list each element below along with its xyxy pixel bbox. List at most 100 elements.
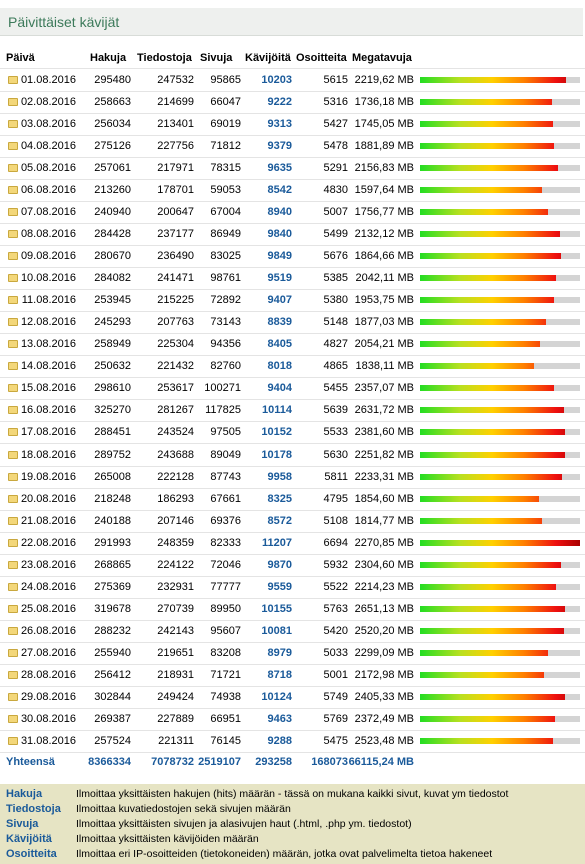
bar-track <box>420 143 580 150</box>
bar-gradient <box>420 495 539 502</box>
separator <box>0 135 585 137</box>
cell: 03.08.2016 <box>20 118 76 131</box>
folder-icon <box>8 318 18 327</box>
bar-track <box>420 583 580 590</box>
cell: 232931 <box>157 580 194 593</box>
folder-icon <box>8 428 18 437</box>
cell: 05.08.2016 <box>20 162 76 175</box>
bar-track <box>420 517 580 524</box>
cell: 247532 <box>157 74 194 86</box>
cell: 2405,33 MB <box>354 690 414 703</box>
cell: 5291 <box>323 162 348 175</box>
cell: 09.08.2016 <box>20 250 76 263</box>
column-header: Megatavuja <box>352 52 412 64</box>
cell: 16.08.2016 <box>20 404 76 417</box>
bar-track <box>420 165 580 172</box>
bar-track <box>420 539 580 546</box>
folder-icon <box>8 626 18 635</box>
cell: 10081 <box>261 624 292 637</box>
cell: 74938 <box>210 690 241 703</box>
cell: 5385 <box>323 272 348 285</box>
bar-gradient <box>420 605 565 612</box>
cell: 13.08.2016 <box>20 338 76 351</box>
cell: 10178 <box>261 448 292 461</box>
cell: 289752 <box>94 448 131 461</box>
cell: 100271 <box>204 382 241 395</box>
cell: 245293 <box>94 316 131 329</box>
visitor-bar <box>420 451 566 458</box>
cell: 4830 <box>323 184 348 197</box>
cell: 9379 <box>267 140 292 153</box>
visitor-bar <box>420 253 561 260</box>
cell: 5749 <box>323 690 348 703</box>
cell: 5475 <box>323 734 348 747</box>
cell: 1597,64 MB <box>354 184 414 197</box>
cell: 71812 <box>210 140 241 153</box>
cell: 243524 <box>157 426 194 439</box>
cell: 1736,18 MB <box>354 96 414 109</box>
cell: 72892 <box>210 294 241 307</box>
column-header: Kävijöitä <box>245 52 291 64</box>
cell: 222128 <box>157 470 194 483</box>
cell: 2381,60 MB <box>354 426 414 439</box>
bar-gradient <box>420 693 565 700</box>
cell: 29.08.2016 <box>20 690 76 703</box>
bar-gradient <box>420 77 566 83</box>
cell: 67661 <box>210 492 241 505</box>
separator <box>0 487 585 489</box>
bar-gradient <box>420 143 554 150</box>
cell: 2132,12 MB <box>354 228 414 241</box>
bar-gradient <box>420 715 556 722</box>
separator <box>0 751 585 753</box>
separator <box>0 157 585 159</box>
cell: 9635 <box>267 162 292 175</box>
cell: 24.08.2016 <box>20 580 76 593</box>
cell: 27.08.2016 <box>20 646 76 659</box>
cell: 69376 <box>210 514 241 527</box>
separator <box>0 399 585 401</box>
cell: 01.08.2016 <box>20 74 76 86</box>
cell: 67004 <box>210 206 241 219</box>
cell: 8718 <box>267 668 292 681</box>
folder-icon <box>8 142 18 151</box>
separator <box>0 597 585 599</box>
bar-track <box>420 429 580 436</box>
separator <box>0 421 585 423</box>
separator <box>0 113 585 115</box>
cell: 218931 <box>157 668 194 681</box>
bar-track <box>420 121 580 128</box>
cell: 5001 <box>323 668 348 681</box>
cell: 242143 <box>157 624 194 637</box>
separator <box>0 333 585 335</box>
cell: 69019 <box>210 118 241 131</box>
cell: 302844 <box>94 690 131 703</box>
bar-gradient <box>420 737 553 744</box>
total-cell: 2519107 <box>198 756 241 768</box>
cell: 89950 <box>210 602 241 615</box>
legend-description: Ilmoittaa yksittäisten kävijöiden määrän <box>76 833 259 845</box>
cell: 5499 <box>323 228 348 241</box>
cell: 98761 <box>210 272 241 285</box>
cell: 275369 <box>94 580 131 593</box>
bar-track <box>420 627 580 634</box>
legend-term: Osoitteita <box>6 848 57 860</box>
cell: 325270 <box>94 404 131 417</box>
cell: 224122 <box>157 558 194 571</box>
legend-term: Kävijöitä <box>6 833 52 845</box>
cell: 08.08.2016 <box>20 228 76 241</box>
folder-icon <box>8 494 18 503</box>
cell: 2156,83 MB <box>354 162 414 175</box>
separator <box>0 509 585 511</box>
cell: 10152 <box>261 426 292 439</box>
visitor-bar <box>420 231 561 238</box>
folder-icon <box>8 274 18 283</box>
cell: 5763 <box>323 602 348 615</box>
cell: 04.08.2016 <box>20 140 76 153</box>
cell: 215225 <box>157 294 194 307</box>
folder-icon <box>8 120 18 129</box>
bar-track <box>420 693 580 700</box>
cell: 1814,77 MB <box>354 514 414 527</box>
bar-gradient <box>420 627 564 634</box>
cell: 10114 <box>262 404 292 417</box>
folder-icon <box>8 296 18 305</box>
